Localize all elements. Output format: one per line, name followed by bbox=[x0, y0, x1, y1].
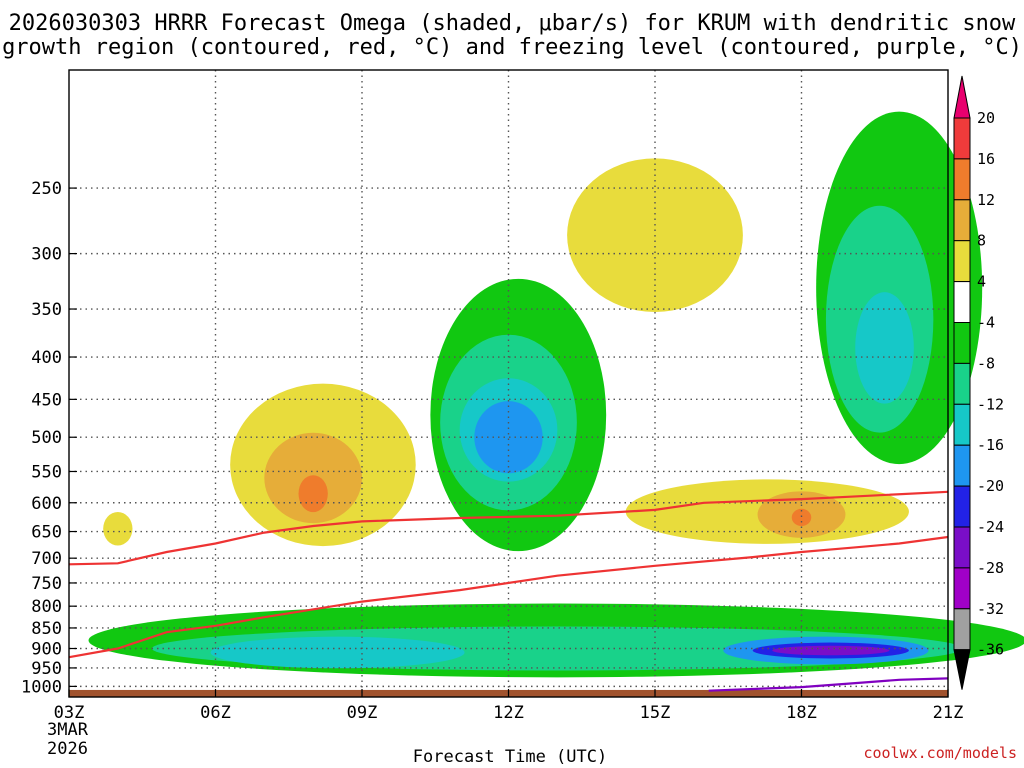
x-tick-label-09Z: 09Z bbox=[347, 703, 378, 723]
x-tick-label-03Z: 03Z bbox=[54, 703, 85, 723]
y-tick-label-300: 300 bbox=[31, 245, 62, 265]
chart-title-line2: growth region (contoured, red, °C) and f… bbox=[2, 35, 1022, 60]
freezing-level-contour bbox=[708, 677, 949, 692]
colorbar-label--20: -20 bbox=[977, 477, 1004, 495]
colorbar-box-16-to-12 bbox=[953, 158, 971, 201]
colorbar-box-20-to-16 bbox=[953, 117, 971, 160]
colorbar-box--8-to--12 bbox=[953, 362, 971, 405]
x-tick-label-18Z: 18Z bbox=[786, 703, 817, 723]
y-tick-label-400: 400 bbox=[31, 348, 62, 368]
colorbar-label--8: -8 bbox=[977, 354, 995, 372]
colorbar-box-4-to--4 bbox=[953, 281, 971, 324]
x-axis-label: Forecast Time (UTC) bbox=[413, 747, 607, 767]
y-tick-label-450: 450 bbox=[31, 390, 62, 410]
y-tick-label-700: 700 bbox=[31, 549, 62, 569]
y-tick-label-850: 850 bbox=[31, 619, 62, 639]
y-tick-label-500: 500 bbox=[31, 428, 62, 448]
colorbar-label-4: 4 bbox=[977, 273, 986, 291]
colorbar-label--24: -24 bbox=[977, 518, 1004, 536]
colorbar-box--4-to--8 bbox=[953, 322, 971, 364]
chart-title-line1: 2026030303 HRRR Forecast Omega (shaded, … bbox=[9, 11, 1016, 36]
colorbar-box--16-to--20 bbox=[953, 444, 971, 487]
y-tick-label-1000: 1000 bbox=[21, 677, 62, 697]
omega-region-upper-cyan-east bbox=[855, 292, 914, 404]
omega-region-afternoon-peak bbox=[791, 508, 812, 527]
y-axis-ticks: 2503003504004505005506006507007508008509… bbox=[21, 179, 77, 697]
colorbar-label--12: -12 bbox=[977, 395, 1004, 413]
gridlines bbox=[69, 70, 948, 697]
credit-link[interactable]: coolwx.com/models bbox=[863, 744, 1017, 762]
dgz-contour-1 bbox=[68, 490, 949, 566]
colorbar-label--16: -16 bbox=[977, 436, 1004, 454]
colorbar-label-12: 12 bbox=[977, 191, 995, 209]
x-start-date-line1: 3MAR bbox=[47, 720, 89, 740]
colorbar-box-8-to-4 bbox=[953, 240, 971, 283]
contour-lines bbox=[68, 490, 949, 692]
y-tick-label-250: 250 bbox=[31, 179, 62, 199]
x-tick-label-21Z: 21Z bbox=[933, 703, 964, 723]
y-tick-label-950: 950 bbox=[31, 659, 62, 679]
y-tick-label-900: 900 bbox=[31, 640, 62, 660]
colorbar-box--20-to--24 bbox=[953, 485, 971, 528]
y-tick-label-350: 350 bbox=[31, 300, 62, 320]
omega-region-small-yellow bbox=[103, 512, 133, 546]
y-tick-label-650: 650 bbox=[31, 523, 62, 543]
colorbar-cap-bottom bbox=[953, 649, 971, 690]
colorbar-box--28-to--32 bbox=[953, 567, 971, 610]
omega-shading-layer bbox=[88, 111, 1024, 678]
colorbar-label--32: -32 bbox=[977, 600, 1004, 618]
colorbar-label-8: 8 bbox=[977, 232, 986, 250]
x-axis-ticks: 03Z 06Z 09Z 12Z 15Z 18Z 21Z bbox=[54, 689, 964, 723]
y-tick-label-800: 800 bbox=[31, 597, 62, 617]
omega-region-lower-purple-east bbox=[772, 645, 890, 656]
colorbar-label--36: -36 bbox=[977, 641, 1004, 659]
omega-region-lower-cyan-west bbox=[210, 636, 465, 669]
colorbar-label-20: 20 bbox=[977, 109, 995, 127]
x-tick-label-15Z: 15Z bbox=[640, 703, 671, 723]
dgz-contour-2 bbox=[68, 535, 949, 659]
colorbar-label--28: -28 bbox=[977, 559, 1004, 577]
x-tick-label-06Z: 06Z bbox=[200, 703, 231, 723]
y-tick-label-600: 600 bbox=[31, 494, 62, 514]
x-tick-label-12Z: 12Z bbox=[493, 703, 524, 723]
x-start-date-line2: 2026 bbox=[47, 739, 88, 759]
colorbar-box--24-to--28 bbox=[953, 526, 971, 569]
colorbar-cap-top bbox=[953, 75, 971, 119]
omega-region-midday-blue bbox=[474, 401, 543, 474]
colorbar-label--4: -4 bbox=[977, 314, 995, 332]
colorbar-box--32-to--36 bbox=[953, 608, 971, 651]
omega-region-morning-peak bbox=[298, 475, 328, 513]
colorbar-box-12-to-8 bbox=[953, 199, 971, 242]
colorbar: 20 16 12 8 4 -4 -8 -12 -16 -20 -24 -28 -32 -36 bbox=[953, 75, 1004, 690]
colorbar-box--12-to--16 bbox=[953, 403, 971, 446]
colorbar-label-16: 16 bbox=[977, 150, 995, 168]
y-tick-label-550: 550 bbox=[31, 462, 62, 482]
y-tick-label-750: 750 bbox=[31, 574, 62, 594]
